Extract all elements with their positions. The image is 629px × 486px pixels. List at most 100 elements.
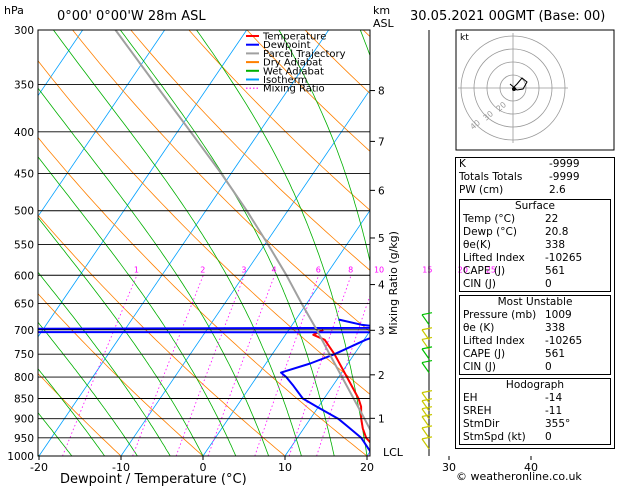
- wind-barb: [421, 392, 430, 403]
- dry-adiabat-line: [38, 373, 122, 456]
- pressure-tick-label: 650: [14, 299, 34, 311]
- mixing-ratio-label: 15: [422, 265, 432, 274]
- surface-title: Surface: [514, 200, 555, 212]
- series-temperature: [312, 328, 370, 444]
- mixing-ratio-axis-label: Mixing Ratio (g/kg): [387, 231, 400, 335]
- wind-barb-flag: [421, 413, 433, 418]
- wind-barb-flag: [421, 312, 433, 316]
- series-parcel-trajectory: [114, 30, 370, 432]
- km-tick-label: 8: [378, 86, 385, 98]
- mixing-ratio-label: 4: [272, 265, 277, 274]
- dry-adiabat-line: [246, 30, 370, 152]
- storm-motion-marker: [512, 87, 516, 91]
- legend-label: Mixing Ratio: [263, 84, 325, 95]
- wind-barb-flag: [421, 436, 433, 440]
- pressure-tick-label: 550: [14, 239, 34, 251]
- legend-label: Isotherm: [263, 75, 307, 86]
- pressure-tick-label: 500: [14, 206, 34, 218]
- most-unstable-section: Most Unstable Pressure (mb) 1009 θe (K) 33…: [459, 295, 611, 375]
- pressure-tick-label: 750: [14, 349, 34, 361]
- wind-barb-flag: [421, 346, 433, 350]
- pressure-tick-label: 450: [14, 168, 34, 180]
- axes: 1 2 3 4 6 8 10 15 20 2530035040045050055060065070…: [7, 25, 538, 474]
- wet-adiabat-line: [278, 30, 370, 264]
- hodograph-kt-label: kt: [460, 33, 469, 43]
- mixing-ratio-label: 6: [316, 265, 321, 274]
- isotherm-line: [202, 209, 370, 456]
- temperature-tick-label: 10: [278, 461, 292, 474]
- wind-barb: [421, 362, 430, 373]
- wind-barb-flag: [421, 398, 433, 402]
- mixing-ratio-line: [175, 275, 245, 456]
- copyright-footer: © weatheronline.co.uk: [456, 470, 582, 483]
- km-tick-label: 1: [378, 413, 385, 425]
- legend-label: Parcel Trajectory: [263, 49, 346, 60]
- series-dewpoint: [38, 318, 370, 453]
- pressure-tick-label: 850: [14, 393, 34, 405]
- pressure-tick-label: 900: [14, 414, 34, 426]
- index-row-tt: Totals Totals -9999: [459, 171, 580, 183]
- pressure-tick-label: 1000: [7, 451, 34, 463]
- indices-table: K -9999 Totals Totals -9999 PW (cm) 2.6 Sur…: [455, 157, 615, 449]
- index-row-k: K -9999: [459, 158, 580, 170]
- wet-adiabat-line: [38, 321, 138, 456]
- wind-barb-flag: [421, 327, 433, 331]
- wind-barb: [421, 427, 430, 439]
- wind-barb-flag: [421, 390, 433, 394]
- temperature-tick-label: 40: [524, 461, 538, 474]
- dry-adiabat-line: [130, 30, 370, 271]
- km-tick-label: 2: [378, 370, 385, 382]
- pressure-tick-label: 600: [14, 270, 34, 282]
- plot-frame: [37, 29, 371, 457]
- hodograph-title: Hodograph: [505, 379, 565, 391]
- legend-label: Dewpoint: [263, 40, 311, 51]
- hpa-label: hPa: [4, 4, 24, 17]
- wind-barb: [421, 408, 430, 420]
- km-tick-label: 7: [378, 136, 385, 148]
- pressure-tick-label: 350: [14, 80, 34, 92]
- km-tick-label: 5: [378, 233, 385, 245]
- location-title: 0°00' 0°00'W 28m ASL: [57, 9, 206, 24]
- legend-label: Wet Adiabat: [263, 66, 324, 77]
- temperature-tick-label: 30: [442, 461, 456, 474]
- km-tick-label: 6: [378, 185, 385, 197]
- mixing-ratio-label: 2: [200, 265, 205, 274]
- isotherm-line: [38, 30, 84, 97]
- km-label: km: [373, 4, 390, 17]
- temperature-tick-label: 20: [360, 461, 374, 474]
- wet-adiabat-line: [38, 412, 73, 456]
- mixing-ratio-label: 20: [458, 265, 468, 274]
- isotherm-line: [284, 330, 370, 456]
- legend-label: Temperature: [262, 32, 326, 43]
- wind-barb-flag: [421, 360, 433, 364]
- isotherm-line: [0, 30, 1, 456]
- pressure-tick-label: 300: [14, 25, 34, 37]
- wet-adiabat-line: [38, 368, 105, 456]
- wind-barb: [421, 416, 430, 427]
- wind-barb-flag: [421, 406, 433, 410]
- mixing-ratio-line: [254, 275, 320, 456]
- pressure-tick-label: 800: [14, 372, 34, 384]
- temperature-tick-label: -20: [30, 461, 48, 474]
- pressure-tick-label: 400: [14, 127, 34, 139]
- isotherm-line: [38, 30, 166, 218]
- pressure-tick-label: 950: [14, 433, 34, 445]
- isotherm-line: [120, 89, 370, 456]
- mixing-ratio-label: 8: [348, 265, 353, 274]
- legend-label: Dry Adiabat: [263, 58, 322, 69]
- km-tick-label: 4: [378, 280, 385, 292]
- mixing-ratio-label: 10: [374, 265, 384, 274]
- wind-barb: [421, 348, 430, 360]
- km-tick-label: 3: [378, 325, 385, 337]
- mixing-ratio-line: [62, 275, 138, 456]
- hodograph-section: Hodograph EH -14 SREH -11 StmDir 355° StmSp…: [459, 378, 611, 445]
- isotherm-line: [38, 30, 248, 338]
- mixing-ratio-label: 25: [486, 265, 496, 274]
- hodograph-trace: [509, 77, 528, 91]
- most-unstable-title: Most Unstable: [497, 296, 573, 308]
- wind-barb: [421, 438, 430, 450]
- mixing-ratio-label: 3: [241, 265, 246, 274]
- isotherm-line: [613, 30, 629, 456]
